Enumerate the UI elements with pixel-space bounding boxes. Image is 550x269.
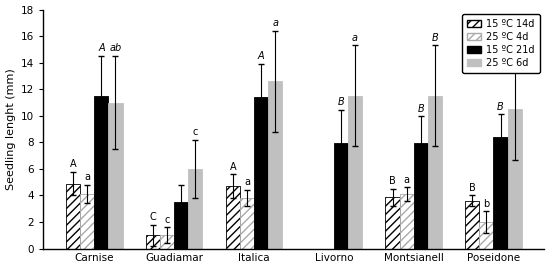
Text: c: c bbox=[164, 215, 170, 225]
Text: A: A bbox=[98, 43, 104, 53]
Bar bbox=[240, 198, 254, 249]
Bar bbox=[508, 109, 521, 249]
Text: a: a bbox=[84, 172, 90, 182]
Bar bbox=[334, 143, 348, 249]
Bar bbox=[254, 97, 268, 249]
Bar bbox=[108, 102, 123, 249]
Text: B: B bbox=[497, 102, 504, 112]
Bar bbox=[95, 96, 108, 249]
Text: A: A bbox=[70, 159, 76, 169]
Text: B: B bbox=[469, 183, 476, 193]
Text: b: b bbox=[483, 199, 490, 209]
Text: a: a bbox=[272, 18, 278, 28]
Text: B: B bbox=[417, 104, 424, 114]
Bar bbox=[174, 202, 188, 249]
Bar bbox=[66, 183, 80, 249]
Text: ab: ab bbox=[109, 43, 122, 53]
Y-axis label: Seedling lenght (mm): Seedling lenght (mm) bbox=[6, 68, 15, 190]
Text: B: B bbox=[389, 176, 396, 186]
Bar bbox=[493, 137, 508, 249]
Bar bbox=[268, 81, 282, 249]
Text: a: a bbox=[404, 175, 410, 185]
Bar bbox=[400, 194, 414, 249]
Text: a: a bbox=[352, 33, 358, 43]
Text: a: a bbox=[244, 178, 250, 187]
Bar bbox=[465, 201, 480, 249]
Bar bbox=[146, 235, 160, 249]
Bar bbox=[386, 197, 400, 249]
Bar bbox=[226, 186, 240, 249]
Bar bbox=[188, 169, 202, 249]
Text: A: A bbox=[229, 162, 236, 172]
Bar bbox=[428, 96, 442, 249]
Bar bbox=[414, 143, 428, 249]
Text: B: B bbox=[338, 97, 344, 107]
Text: B: B bbox=[431, 33, 438, 43]
Text: c: c bbox=[192, 127, 198, 137]
Text: C: C bbox=[150, 212, 156, 222]
Text: A: A bbox=[258, 51, 265, 61]
Legend: 15 ºC 14d, 25 ºC 4d, 15 ºC 21d, 25 ºC 6d: 15 ºC 14d, 25 ºC 4d, 15 ºC 21d, 25 ºC 6d bbox=[462, 15, 540, 73]
Bar bbox=[80, 194, 95, 249]
Bar bbox=[160, 235, 174, 249]
Text: b: b bbox=[512, 46, 518, 56]
Bar bbox=[348, 96, 362, 249]
Bar bbox=[480, 222, 493, 249]
